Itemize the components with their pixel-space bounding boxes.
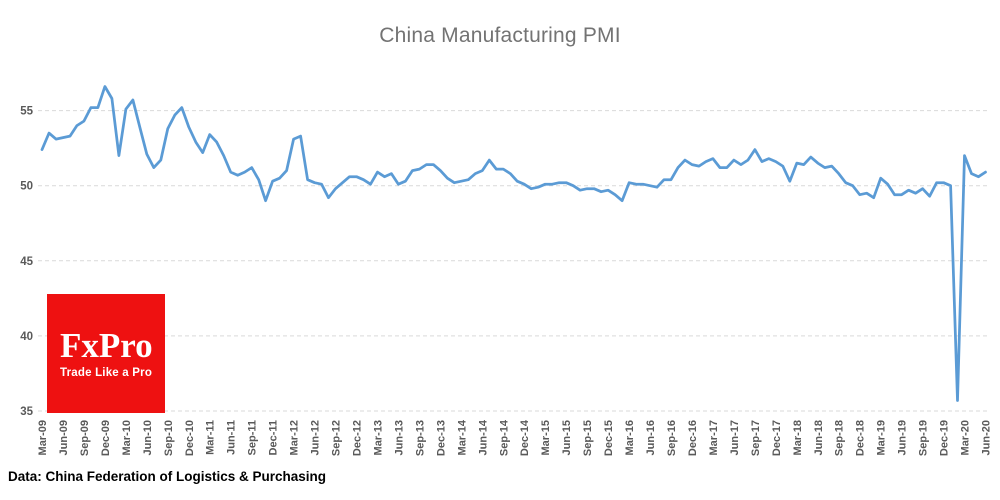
y-axis-tick-label: 50 <box>20 181 33 193</box>
x-axis-tick-label: Sep-13 <box>414 420 426 456</box>
x-axis-tick-label: Sep-15 <box>582 420 594 456</box>
fxpro-logo-tagline: Trade Like a Pro <box>60 367 153 379</box>
x-axis-tick-label: Dec-15 <box>603 420 615 456</box>
pmi-line-series <box>40 85 987 402</box>
x-axis-tick-label: Dec-14 <box>519 419 531 456</box>
x-axis-tick-label: Jun-09 <box>58 420 70 455</box>
x-axis-tick-label: Dec-16 <box>687 420 699 456</box>
x-axis-tick-label: Mar-17 <box>708 420 720 455</box>
data-source-note: Data: China Federation of Logistics & Pu… <box>8 469 327 484</box>
x-axis-tick-label: Jun-19 <box>897 420 909 455</box>
x-axis-tick-label: Jun-16 <box>645 420 657 455</box>
y-axis-tick-label: 40 <box>20 331 33 343</box>
x-axis-tick-label: Dec-19 <box>939 420 951 456</box>
x-axis-tick-label: Mar-14 <box>456 419 468 455</box>
x-axis-tick-label: Jun-18 <box>813 420 825 455</box>
x-axis-tick-label: Jun-15 <box>561 420 573 455</box>
x-axis-tick-label: Mar-13 <box>373 420 385 455</box>
x-axis-tick-label: Jun-20 <box>981 420 993 455</box>
y-axis-tick-label: 55 <box>20 106 33 118</box>
x-axis-tick-label: Jun-10 <box>142 420 154 455</box>
y-axis-tick-label: 35 <box>20 406 33 418</box>
x-axis-tick-label: Sep-17 <box>750 420 762 456</box>
x-axis-tick-label: Jun-13 <box>393 420 405 455</box>
x-axis-tick-label: Mar-16 <box>624 420 636 455</box>
x-axis-tick-label: Mar-19 <box>876 420 888 455</box>
x-axis-tick-label: Dec-17 <box>771 420 783 456</box>
x-axis-tick-label: Mar-10 <box>121 420 133 455</box>
x-axis-tick-label: Mar-09 <box>37 420 49 455</box>
x-axis-tick-label: Dec-18 <box>855 420 867 456</box>
x-axis-tick-label: Sep-10 <box>163 420 175 456</box>
x-axis-tick-label: Jun-14 <box>477 419 489 455</box>
x-axis-tick-label: Sep-16 <box>666 420 678 456</box>
x-axis-tick-label: Jun-12 <box>310 420 322 455</box>
x-axis-tick-label: Dec-13 <box>435 420 447 456</box>
x-axis-tick-label: Dec-10 <box>184 420 196 456</box>
fxpro-logo-wordmark: FxPro <box>60 326 153 365</box>
x-axis-tick-label: Dec-12 <box>352 420 364 456</box>
x-axis-tick-label: Sep-19 <box>918 420 930 456</box>
x-axis-tick-label: Mar-20 <box>960 420 972 455</box>
x-axis-tick-label: Dec-11 <box>268 420 280 455</box>
x-axis-tick-label: Mar-18 <box>792 420 804 455</box>
x-axis-tick-label: Sep-11 <box>247 420 259 455</box>
x-axis-tick-label: Jun-11 <box>226 420 238 455</box>
x-axis-tick-label: Mar-15 <box>540 420 552 455</box>
x-axis-tick-label: Sep-18 <box>834 420 846 456</box>
x-axis-tick-label: Sep-09 <box>79 420 91 456</box>
x-axis-tick-label: Sep-14 <box>498 419 510 456</box>
x-axis-tick-label: Mar-12 <box>289 420 301 455</box>
fxpro-logo: FxPro Trade Like a Pro <box>47 294 165 413</box>
y-axis-tick-label: 45 <box>20 256 33 268</box>
x-axis-tick-label: Sep-12 <box>331 420 343 456</box>
x-axis-tick-label: Dec-09 <box>100 420 112 456</box>
x-axis-tick-label: Mar-11 <box>205 420 217 455</box>
x-axis-tick-label: Jun-17 <box>729 420 741 455</box>
chart-title: China Manufacturing PMI <box>379 24 621 47</box>
